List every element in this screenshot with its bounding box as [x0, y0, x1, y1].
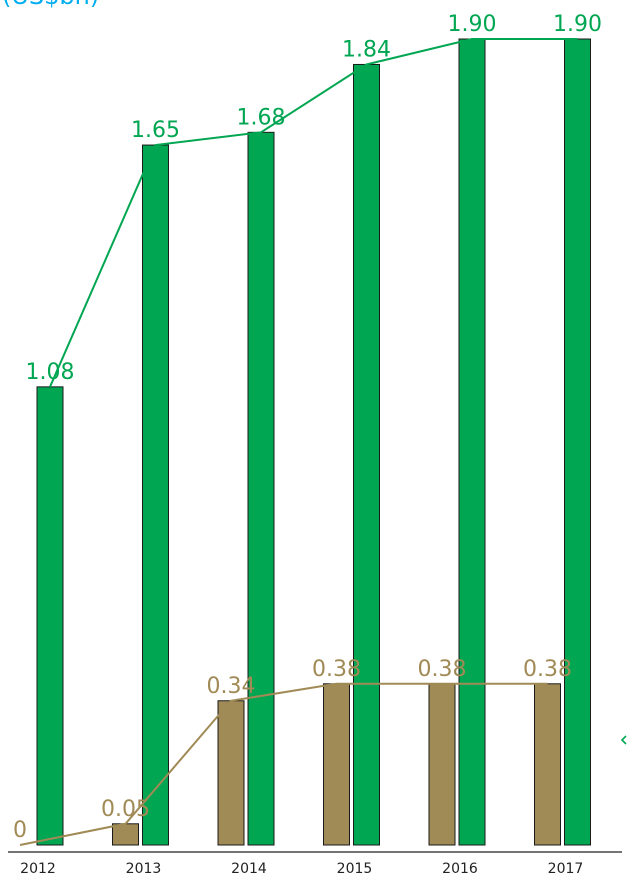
data-label-tan-2014: 0.34 — [207, 674, 256, 699]
bar-green-2016 — [458, 38, 486, 846]
x-tick-label-2015: 2015 — [337, 861, 373, 876]
data-label-tan-2016: 0.38 — [418, 657, 467, 682]
x-tick-label-2016: 2016 — [442, 861, 478, 876]
bar-tan-2013 — [112, 823, 139, 846]
data-label-green-2015: 1.84 — [342, 37, 391, 62]
unit-label: (US$bn) — [2, 0, 99, 10]
bar-green-2013 — [142, 144, 169, 846]
x-tick-label-2014: 2014 — [231, 861, 267, 876]
line-tan — [19, 682, 548, 846]
data-label-green-2013: 1.65 — [131, 118, 180, 143]
bar-green-2015 — [353, 63, 380, 846]
data-label-tan-2013: 0.05 — [101, 797, 150, 822]
x-tick-label-2013: 2013 — [126, 861, 162, 876]
data-label-tan-2017: 0.38 — [523, 657, 572, 682]
x-tick-label-2017: 2017 — [548, 861, 584, 876]
data-label-green-2014: 1.68 — [237, 105, 286, 130]
data-label-tan-2015: 0.38 — [312, 657, 361, 682]
bar-green-2014 — [247, 131, 275, 846]
line-green — [49, 38, 578, 388]
bar-tan-2016 — [428, 683, 456, 846]
data-label-green-2017: 1.90 — [553, 12, 602, 37]
bar-tan-2017 — [534, 683, 561, 846]
data-label-green-2012: 1.08 — [26, 360, 75, 385]
bar-tan-2015 — [323, 683, 350, 846]
bar-green-2012 — [36, 386, 64, 846]
lines-group — [19, 38, 578, 846]
data-label-green-2016: 1.90 — [448, 12, 497, 37]
labels-group: 0 0.05 0.34 0.38 0.38 0.38 1.08 1.65 1.68 1.84 1.9… — [13, 12, 602, 843]
bar-green-2017 — [564, 38, 591, 846]
bar-tan-2014 — [217, 700, 245, 846]
bars-group — [36, 38, 591, 846]
edge-mark-icon — [620, 735, 627, 745]
x-tick-label-2012: 2012 — [20, 861, 56, 876]
data-label-tan-2012: 0 — [13, 818, 27, 843]
ticks-group: 2012 2013 2014 2015 2016 2017 — [20, 861, 583, 876]
